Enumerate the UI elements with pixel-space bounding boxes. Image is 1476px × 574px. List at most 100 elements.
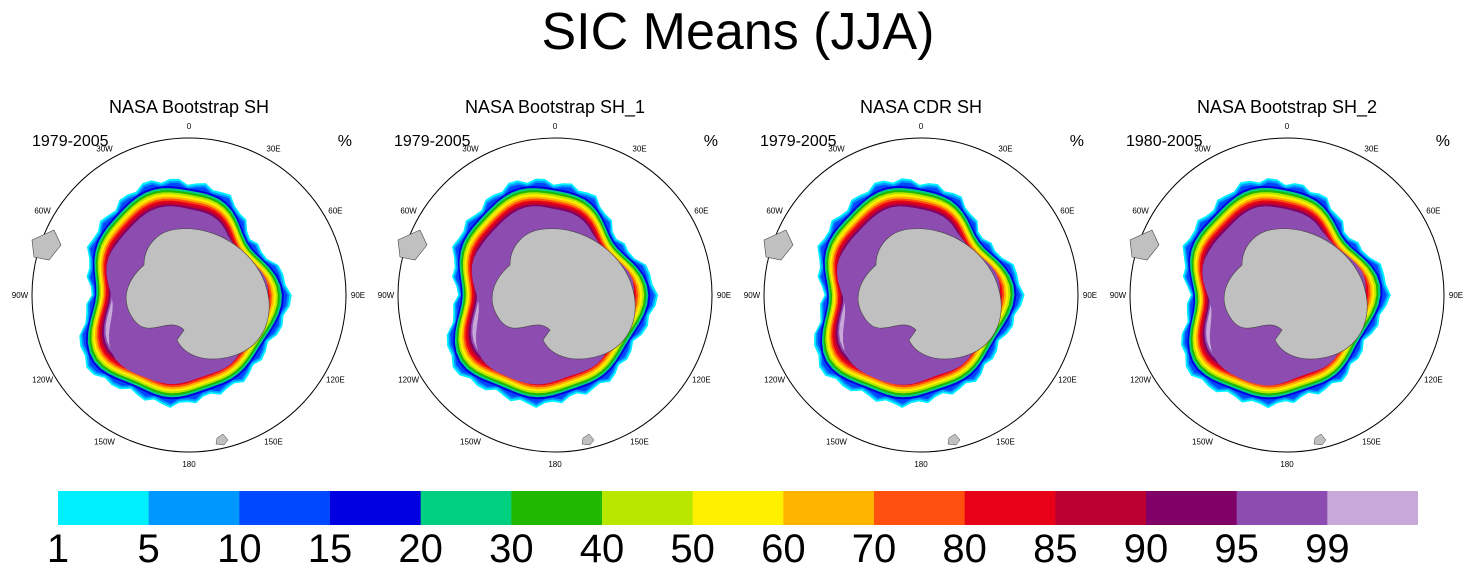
south-america-landmass: [31, 229, 62, 261]
panel-years: 1979-2005: [760, 133, 837, 150]
longitude-label: 0: [919, 122, 924, 131]
longitude-label: 120W: [398, 376, 419, 385]
colorbar-level-label: 15: [307, 527, 353, 571]
colorbar-swatch: [692, 491, 784, 525]
longitude-label: 60E: [1426, 207, 1440, 216]
longitude-label: 120W: [764, 376, 785, 385]
polar-map: 0 30E 60E 90E 120E 150E 180 150W 120W 90W 60W 30W: [378, 122, 731, 469]
panel-units: %: [337, 133, 352, 150]
longitude-label: 60W: [766, 207, 783, 216]
longitude-label: 30E: [266, 145, 280, 154]
colorbar-level-label: 10: [217, 527, 262, 571]
panel-years: 1979-2005: [32, 133, 109, 150]
longitude-label: 0: [553, 122, 558, 131]
colorbar-swatch: [330, 491, 422, 525]
longitude-label: 90W: [12, 291, 29, 300]
south-america-landmass: [1129, 229, 1160, 261]
antarctica-landmass: [857, 228, 1002, 360]
longitude-label: 120E: [326, 376, 345, 385]
south-america-landmass: [397, 229, 428, 261]
colorbar-swatch: [783, 491, 875, 525]
colorbar-level-label: 20: [398, 527, 443, 571]
antarctica-landmass: [491, 228, 636, 360]
colorbar-level-label: 80: [942, 527, 987, 571]
polar-map: 0 30E 60E 90E 120E 150E 180 150W 120W 90W 60W 30W: [12, 122, 365, 469]
colorbar-swatch: [1236, 491, 1328, 525]
colorbar-level-label: 99: [1305, 527, 1350, 571]
longitude-label: 30E: [1364, 145, 1378, 154]
longitude-label: 150W: [1192, 437, 1213, 446]
panel-units: %: [1435, 133, 1450, 150]
longitude-label: 60E: [694, 207, 708, 216]
longitude-label: 150W: [94, 437, 115, 446]
panel-title: NASA Bootstrap SH: [108, 97, 270, 117]
longitude-label: 90W: [378, 291, 395, 300]
longitude-label: 90E: [1449, 291, 1463, 300]
panel-years: 1979-2005: [394, 133, 471, 150]
colorbar-swatch: [1055, 491, 1147, 525]
longitude-label: 120W: [1130, 376, 1151, 385]
colorbar-swatch: [511, 491, 603, 525]
colorbar-swatch: [602, 491, 694, 525]
longitude-label: 150W: [460, 437, 481, 446]
colorbar-level-label: 90: [1123, 527, 1169, 571]
colorbar: [58, 491, 1418, 525]
colorbar-level-label: 30: [489, 527, 534, 571]
colorbar-level-label: 95: [1214, 527, 1259, 571]
longitude-label: 30E: [632, 145, 646, 154]
colorbar-level-label: 50: [670, 527, 715, 571]
panel-units: %: [703, 133, 718, 150]
longitude-label: 60W: [1132, 207, 1149, 216]
island-landmass: [215, 433, 229, 446]
colorbar-level-label: 85: [1033, 527, 1078, 571]
map-panel-2: NASA Bootstrap SH_1 1979-2005% 0 30E 60E 90E 1…: [372, 92, 738, 472]
longitude-label: 150E: [264, 437, 283, 446]
panel-title: NASA CDR SH: [859, 97, 983, 117]
colorbar-swatch: [874, 491, 966, 525]
longitude-label: 180: [914, 460, 928, 469]
longitude-label: 60E: [1060, 207, 1074, 216]
colorbar-level-label: 5: [137, 527, 160, 571]
colorbar-swatch: [58, 491, 150, 525]
longitude-label: 120E: [1058, 376, 1077, 385]
island-landmass: [947, 433, 961, 446]
antarctica-landmass: [1223, 228, 1368, 360]
polar-map: 0 30E 60E 90E 120E 150E 180 150W 120W 90W 60W 30W: [1110, 122, 1463, 469]
longitude-label: 120E: [1424, 376, 1443, 385]
panel-title: NASA Bootstrap SH_2: [1196, 97, 1378, 117]
colorbar-swatch: [1146, 491, 1238, 525]
colorbar-level-label: 70: [851, 527, 897, 571]
colorbar-level-label: 40: [579, 527, 625, 571]
longitude-label: 0: [1285, 122, 1290, 131]
colorbar-labels: 1 5 10 15 20 30 40 50 60 70 80 85 90 95 99: [0, 526, 1476, 572]
longitude-label: 150W: [826, 437, 847, 446]
longitude-label: 60W: [34, 207, 51, 216]
colorbar-swatch: [239, 491, 331, 525]
island-landmass: [1313, 433, 1327, 446]
longitude-label: 90E: [717, 291, 731, 300]
panel-units: %: [1069, 133, 1084, 150]
longitude-label: 150E: [630, 437, 649, 446]
longitude-label: 0: [187, 122, 192, 131]
longitude-label: 90W: [1110, 291, 1127, 300]
longitude-label: 120W: [32, 376, 53, 385]
longitude-label: 90E: [351, 291, 365, 300]
longitude-label: 180: [548, 460, 562, 469]
polar-map: 0 30E 60E 90E 120E 150E 180 150W 120W 90W 60W 30W: [744, 122, 1097, 469]
island-landmass: [581, 433, 595, 446]
south-america-landmass: [763, 229, 794, 261]
longitude-label: 90W: [744, 291, 761, 300]
longitude-label: 150E: [996, 437, 1015, 446]
panel-years: 1980-2005: [1126, 133, 1203, 150]
longitude-label: 60E: [328, 207, 342, 216]
panel-title: NASA Bootstrap SH_1: [464, 97, 646, 117]
longitude-label: 30W: [96, 145, 113, 154]
longitude-label: 180: [1280, 460, 1294, 469]
main-title: SIC Means (JJA): [541, 3, 935, 61]
longitude-label: 30W: [828, 145, 845, 154]
colorbar-swatch: [964, 491, 1056, 525]
longitude-label: 90E: [1083, 291, 1097, 300]
longitude-label: 30W: [462, 145, 479, 154]
map-panel-4: NASA Bootstrap SH_2 1980-2005% 0 30E 60E 90E 1…: [1104, 92, 1470, 472]
longitude-label: 30W: [1194, 145, 1211, 154]
